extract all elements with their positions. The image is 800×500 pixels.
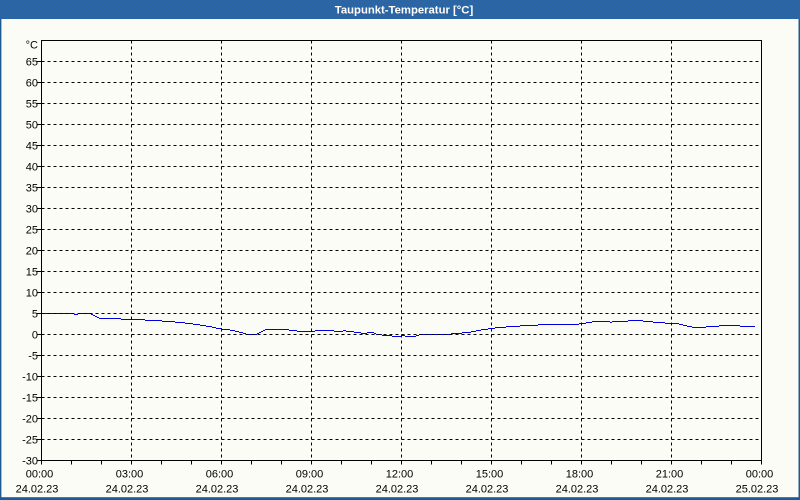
svg-text:65: 65 [26, 57, 38, 69]
svg-text:-20: -20 [22, 414, 38, 426]
svg-text:24.02.23: 24.02.23 [196, 484, 239, 496]
svg-text:0: 0 [32, 330, 38, 342]
svg-text:40: 40 [26, 162, 38, 174]
svg-text:°C: °C [26, 40, 38, 52]
svg-text:00:00: 00:00 [746, 469, 774, 481]
svg-text:09:00: 09:00 [296, 469, 324, 481]
svg-text:Taupunkt-Temperatur [°C]: Taupunkt-Temperatur [°C] [335, 5, 474, 17]
svg-text:21:00: 21:00 [656, 469, 684, 481]
svg-text:55: 55 [26, 99, 38, 111]
svg-text:25.02.23: 25.02.23 [736, 484, 779, 496]
svg-text:03:00: 03:00 [116, 469, 144, 481]
svg-text:24.02.23: 24.02.23 [556, 484, 599, 496]
svg-text:-25: -25 [22, 435, 38, 447]
svg-text:24.02.23: 24.02.23 [286, 484, 329, 496]
svg-text:35: 35 [26, 183, 38, 195]
svg-text:06:00: 06:00 [206, 469, 234, 481]
svg-text:-5: -5 [28, 351, 38, 363]
svg-text:10: 10 [26, 288, 38, 300]
svg-text:-30: -30 [22, 456, 38, 468]
svg-text:00:00: 00:00 [26, 469, 54, 481]
svg-text:-10: -10 [22, 372, 38, 384]
svg-text:15: 15 [26, 267, 38, 279]
svg-text:25: 25 [26, 225, 38, 237]
svg-text:45: 45 [26, 141, 38, 153]
svg-text:20: 20 [26, 246, 38, 258]
svg-text:-15: -15 [22, 393, 38, 405]
svg-text:24.02.23: 24.02.23 [106, 484, 149, 496]
svg-text:24.02.23: 24.02.23 [466, 484, 509, 496]
svg-text:24.02.23: 24.02.23 [16, 484, 59, 496]
svg-text:60: 60 [26, 78, 38, 90]
svg-text:24.02.23: 24.02.23 [376, 484, 419, 496]
svg-text:30: 30 [26, 204, 38, 216]
svg-text:15:00: 15:00 [476, 469, 504, 481]
svg-text:24.02.23: 24.02.23 [646, 484, 689, 496]
svg-text:50: 50 [26, 120, 38, 132]
svg-text:18:00: 18:00 [566, 469, 594, 481]
svg-text:5: 5 [32, 309, 38, 321]
svg-text:12:00: 12:00 [386, 469, 414, 481]
